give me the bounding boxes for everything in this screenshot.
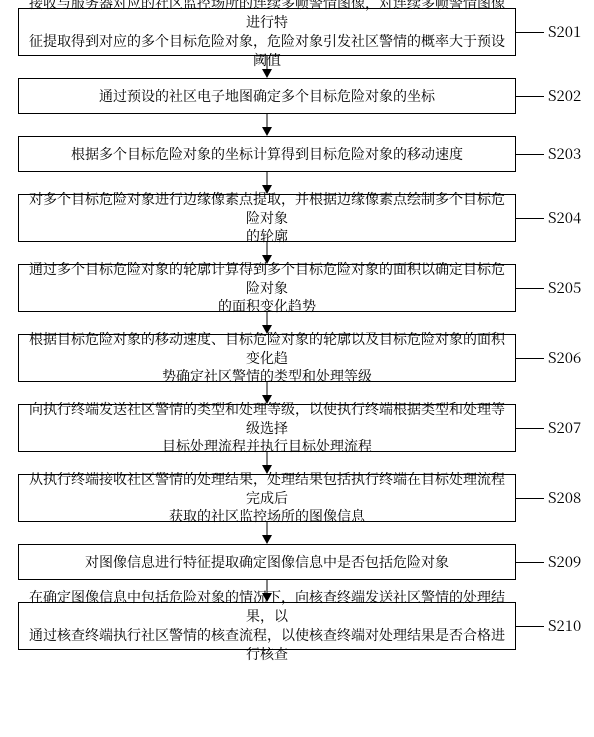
step-label-s206: S206 xyxy=(548,350,581,365)
step-label-s203: S203 xyxy=(548,146,581,161)
leader-line xyxy=(516,358,544,359)
step-text: 根据多个目标危险对象的坐标计算得到目标危险对象的移动速度 xyxy=(71,145,463,164)
step-label-s207: S207 xyxy=(548,420,581,435)
leader-line xyxy=(516,218,544,219)
step-label-s208: S208 xyxy=(548,490,581,505)
step-label-s202: S202 xyxy=(548,88,581,103)
step-text: 在确定图像信息中包括危险对象的情况下，向核查终端发送社区警情的处理结果，以通过核… xyxy=(27,588,507,664)
step-text: 根据目标危险对象的移动速度、目标危险对象的轮廓以及目标危险对象的面积变化趋势确定… xyxy=(27,330,507,387)
step-box-s207: 向执行终端发送社区警情的类型和处理等级，以使执行终端根据类型和处理等级选择目标处… xyxy=(18,404,516,452)
step-box-s204: 对多个目标危险对象进行边缘像素点提取，并根据边缘像素点绘制多个目标危险对象的轮廓 xyxy=(18,194,516,242)
step-box-s205: 通过多个目标危险对象的轮廓计算得到多个目标危险对象的面积以确定目标危险对象的面积… xyxy=(18,264,516,312)
step-box-s203: 根据多个目标危险对象的坐标计算得到目标危险对象的移动速度 xyxy=(18,136,516,172)
leader-line xyxy=(516,32,544,33)
step-text: 通过多个目标危险对象的轮廓计算得到多个目标危险对象的面积以确定目标危险对象的面积… xyxy=(27,260,507,317)
leader-line xyxy=(516,96,544,97)
step-text: 从执行终端接收社区警情的处理结果，处理结果包括执行终端在目标处理流程完成后获取的… xyxy=(27,470,507,527)
step-box-s210: 在确定图像信息中包括危险对象的情况下，向核查终端发送社区警情的处理结果，以通过核… xyxy=(18,602,516,650)
leader-line xyxy=(516,428,544,429)
step-label-s201: S201 xyxy=(548,24,581,39)
step-label-s205: S205 xyxy=(548,280,581,295)
step-label-s204: S204 xyxy=(548,210,581,225)
step-box-s209: 对图像信息进行特征提取确定图像信息中是否包括危险对象 xyxy=(18,544,516,580)
step-label-s210: S210 xyxy=(548,618,581,633)
step-text: 通过预设的社区电子地图确定多个目标危险对象的坐标 xyxy=(99,87,435,106)
step-label-s209: S209 xyxy=(548,554,581,569)
step-box-s201: 接收与服务器对应的社区监控场所的连续多帧警情图像，对连续多帧警情图像进行特征提取… xyxy=(18,8,516,56)
step-box-s206: 根据目标危险对象的移动速度、目标危险对象的轮廓以及目标危险对象的面积变化趋势确定… xyxy=(18,334,516,382)
leader-line xyxy=(516,288,544,289)
leader-line xyxy=(516,498,544,499)
leader-line xyxy=(516,154,544,155)
step-box-s208: 从执行终端接收社区警情的处理结果，处理结果包括执行终端在目标处理流程完成后获取的… xyxy=(18,474,516,522)
step-text: 向执行终端发送社区警情的类型和处理等级，以使执行终端根据类型和处理等级选择目标处… xyxy=(27,400,507,457)
leader-line xyxy=(516,562,544,563)
leader-line xyxy=(516,626,544,627)
step-box-s202: 通过预设的社区电子地图确定多个目标危险对象的坐标 xyxy=(18,78,516,114)
step-text: 对多个目标危险对象进行边缘像素点提取，并根据边缘像素点绘制多个目标危险对象的轮廓 xyxy=(27,190,507,247)
step-text: 对图像信息进行特征提取确定图像信息中是否包括危险对象 xyxy=(85,553,449,572)
